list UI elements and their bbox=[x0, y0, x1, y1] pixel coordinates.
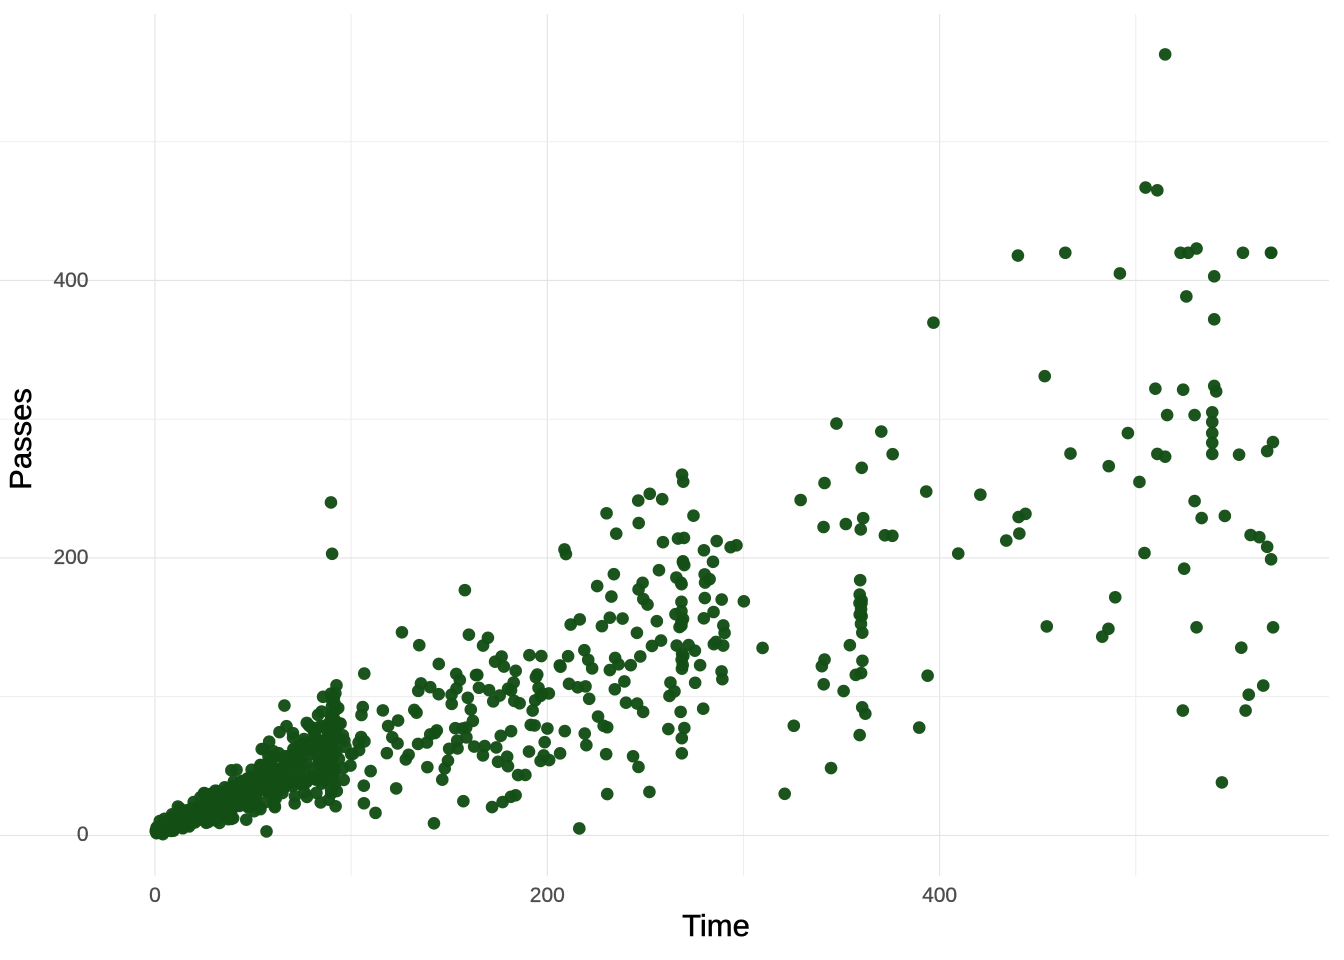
svg-text:Passes: Passes bbox=[3, 388, 38, 490]
svg-text:Time: Time bbox=[682, 908, 750, 943]
